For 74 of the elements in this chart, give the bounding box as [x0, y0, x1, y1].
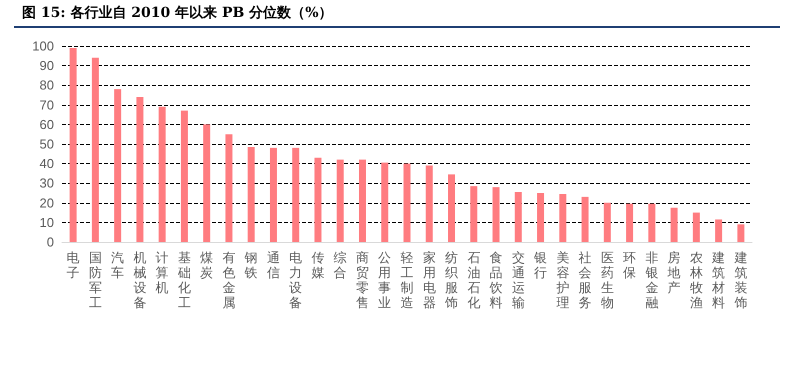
bar [70, 48, 77, 242]
bar [203, 124, 210, 242]
bar [537, 193, 544, 242]
chart-title: 图 15: 各行业自 2010 年以来 PB 分位数（%） [22, 4, 333, 22]
bar [648, 204, 656, 242]
x-tick-label: 机械设备 [133, 250, 146, 310]
y-tick-label: 80 [40, 78, 54, 93]
bar [136, 96, 144, 242]
x-tick-label: 农林牧渔 [688, 250, 703, 310]
x-tick-label: 通信 [266, 250, 280, 280]
x-tick-label: 综合 [334, 250, 347, 280]
bar [114, 89, 122, 242]
x-tick-label: 银行 [533, 250, 548, 280]
x-tick-label: 传媒 [311, 250, 324, 280]
bar [158, 106, 166, 242]
bar [492, 187, 500, 242]
y-tick-label: 40 [40, 156, 54, 172]
y-tick-label: 60 [40, 116, 54, 132]
x-tick-label: 汽车 [111, 250, 124, 280]
bar [604, 202, 611, 242]
bar [92, 58, 99, 242]
bar [404, 164, 410, 242]
bar [426, 166, 433, 242]
bar [180, 110, 188, 242]
bar [559, 194, 566, 242]
y-tick-label: 0 [46, 234, 54, 250]
x-tick-label: 煤炭 [200, 250, 214, 280]
x-tick-label: 房地产 [666, 250, 681, 295]
x-tick-label: 美容护理 [555, 250, 570, 310]
x-tick-label: 家用电器 [422, 250, 436, 310]
x-tick-label: 电力设备 [289, 250, 302, 310]
x-tick-label: 国防军工 [88, 250, 102, 310]
y-tick-label: 30 [40, 176, 54, 191]
y-tick-label: 50 [40, 136, 54, 152]
x-tick-label: 有色金属 [222, 250, 236, 310]
bar [314, 158, 322, 242]
y-tick-label: 100 [32, 38, 54, 54]
x-tick-label: 轻工制造 [400, 250, 414, 310]
bar [248, 146, 255, 242]
x-tick-label: 环保 [623, 250, 636, 280]
x-tick-label: 石油石化 [467, 250, 480, 310]
bar [270, 148, 277, 242]
bar [336, 160, 344, 242]
bar [358, 160, 366, 242]
x-tick-label: 钢铁 [244, 250, 258, 280]
x-tick-label: 食品饮料 [488, 250, 503, 310]
bar [448, 174, 456, 242]
bar [737, 224, 744, 242]
bar [470, 186, 478, 242]
x-tick-label: 建筑装饰 [733, 250, 748, 310]
bar [582, 196, 589, 242]
x-tick-label: 基础化工 [176, 250, 191, 310]
x-tick-label: 公用事业 [378, 250, 392, 310]
x-tick-label: 电子 [66, 250, 80, 280]
y-tick-label: 20 [40, 195, 54, 210]
bar [514, 192, 522, 242]
x-tick-label: 建筑材料 [711, 250, 726, 310]
x-tick-label: 非银金融 [644, 250, 658, 310]
x-tick-label: 纺织服饰 [444, 250, 458, 310]
y-tick-label: 90 [40, 58, 54, 74]
x-tick-label: 医药生物 [600, 250, 614, 310]
bar [225, 134, 232, 242]
y-tick-label: 70 [40, 97, 54, 112]
bar [715, 219, 722, 242]
bar [292, 148, 300, 242]
bar [670, 208, 678, 242]
bar [381, 162, 388, 242]
x-tick-label: 交通运输 [512, 250, 525, 310]
x-tick-label: 计算机 [156, 250, 169, 295]
y-tick-label: 10 [40, 214, 54, 230]
bar [626, 204, 634, 242]
bar [692, 212, 700, 242]
x-tick-label: 商贸零售 [356, 250, 369, 310]
x-tick-label: 社会服务 [578, 250, 592, 310]
